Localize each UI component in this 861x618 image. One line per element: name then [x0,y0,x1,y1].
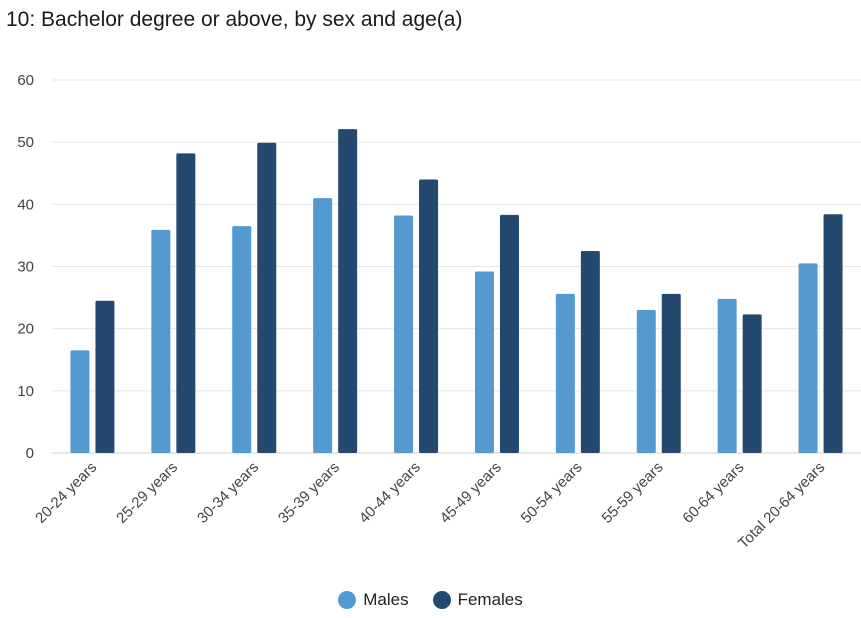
bar-chart: 0 10 20 30 40 50 60 20-24 years 25-29 years 30-3… [17,72,861,552]
bar-males-2[interactable] [232,226,252,453]
legend-label-males: Males [363,590,409,609]
bar-males-5[interactable] [474,271,494,453]
bar-females-8[interactable] [742,314,762,453]
x-tick-label: 55-59 years [599,459,667,527]
x-tick-label: Total 20-64 years [735,459,828,552]
bars [70,129,843,453]
x-tick-label: 40-44 years [356,459,424,527]
y-tick-label: 60 [17,72,34,89]
x-tick-label: 50-54 years [518,459,586,527]
bar-females-1[interactable] [176,153,196,453]
y-tick-label: 20 [17,321,34,338]
gridlines [52,79,861,454]
y-tick-label: 40 [17,196,34,213]
bar-males-9[interactable] [798,263,818,453]
bar-males-1[interactable] [151,229,171,453]
x-tick-label: 35-39 years [275,459,343,527]
x-tick-label: 30-34 years [194,459,262,527]
y-tick-label: 10 [17,383,34,400]
bar-males-0[interactable] [70,350,90,453]
x-axis-ticks: 20-24 years 25-29 years 30-34 years 35-39 y… [32,459,828,552]
y-axis-ticks: 0 10 20 30 40 50 60 [17,72,34,462]
bar-females-7[interactable] [661,293,681,453]
legend-item-males[interactable]: Males [338,590,409,610]
bar-males-4[interactable] [394,215,414,453]
bar-males-3[interactable] [313,198,333,453]
bar-males-8[interactable] [717,298,737,453]
x-tick-label: 20-24 years [32,459,100,527]
legend: Males Females [0,590,861,610]
bar-females-9[interactable] [823,214,843,453]
x-tick-label: 45-49 years [437,459,505,527]
bar-males-6[interactable] [555,293,575,453]
legend-swatch-males [338,591,357,609]
bar-females-5[interactable] [499,214,519,453]
y-tick-label: 50 [17,134,34,151]
bar-females-4[interactable] [419,179,439,453]
bar-females-6[interactable] [580,250,600,453]
bar-females-3[interactable] [338,129,358,453]
bar-females-2[interactable] [257,142,277,453]
y-tick-label: 0 [26,445,34,462]
legend-label-females: Females [457,590,523,609]
x-tick-label: 25-29 years [113,459,181,527]
y-tick-label: 30 [17,259,34,276]
chart-title: 10: Bachelor degree or above, by sex and… [6,8,463,31]
legend-item-females[interactable]: Females [432,590,523,610]
bar-males-7[interactable] [636,310,656,453]
legend-swatch-females [432,591,451,609]
bar-females-0[interactable] [95,300,115,453]
x-tick-label: 60-64 years [679,459,747,527]
